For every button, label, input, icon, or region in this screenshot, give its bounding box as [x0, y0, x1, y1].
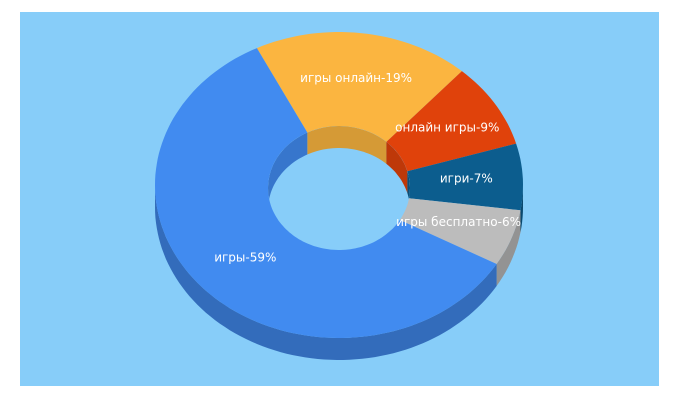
slice	[399, 198, 521, 264]
slice-inner-wall	[307, 126, 387, 164]
data-label: игры-59%	[214, 250, 276, 264]
data-label: игры онлайн-19%	[300, 71, 412, 85]
slice	[386, 71, 517, 172]
slice	[155, 48, 497, 338]
data-label: игри-7%	[440, 172, 493, 186]
slice-inner-wall	[386, 141, 408, 194]
data-label: игры бесплатно-6%	[396, 215, 521, 229]
slice	[407, 143, 523, 211]
slice	[256, 32, 462, 142]
slice-side	[496, 210, 521, 286]
slice-side	[520, 185, 523, 233]
slice-side	[155, 185, 497, 360]
data-label: онлайн игры-9%	[395, 121, 499, 135]
slice-inner-wall	[268, 132, 308, 210]
